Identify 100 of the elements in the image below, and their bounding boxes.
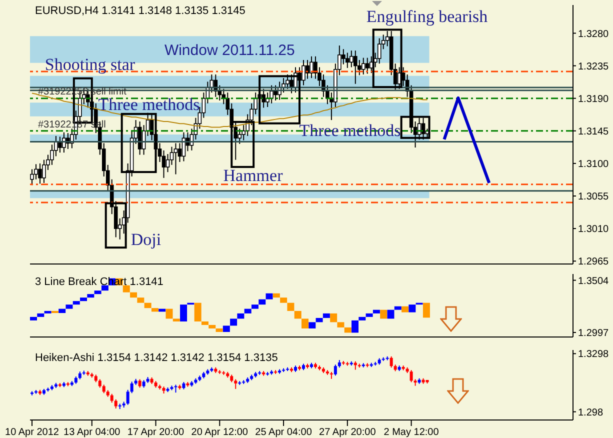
candlestick <box>80 298 88 302</box>
candlestick <box>38 162 42 184</box>
candlestick <box>306 59 310 80</box>
candlestick <box>126 389 130 406</box>
candlestick <box>377 38 382 64</box>
candlestick <box>310 56 314 79</box>
annotation: Hammer <box>223 166 283 186</box>
candlestick <box>172 318 180 322</box>
candlestick <box>34 164 38 180</box>
candlestick <box>344 327 352 333</box>
candlestick <box>334 364 337 376</box>
candlestick <box>174 384 178 394</box>
y-tick-label: 1.3010 <box>578 224 610 236</box>
candlestick <box>208 324 216 328</box>
candlestick <box>380 310 388 319</box>
candlestick <box>361 57 366 75</box>
candlestick <box>266 293 273 300</box>
candlestick <box>372 310 380 314</box>
chart-title: 3 Line Break Chart 1.3141 <box>35 276 164 288</box>
annotation: Three methods <box>98 95 200 115</box>
candlestick <box>337 322 344 328</box>
band-label: Window 2011.11.25 <box>164 42 295 59</box>
candlestick <box>130 292 138 298</box>
y-tick-label: 1.2997 <box>578 328 610 340</box>
y-tick-label: 1.3145 <box>578 126 610 138</box>
candlestick <box>151 308 158 312</box>
candlestick <box>390 356 393 368</box>
candlestick <box>122 285 130 292</box>
candlestick <box>365 57 370 74</box>
candlestick <box>294 310 302 319</box>
candlestick <box>42 159 46 184</box>
candlestick <box>174 142 178 175</box>
y-tick-label: 1.3190 <box>578 94 610 105</box>
x-tick-label: 2 May 12:00 <box>384 427 440 438</box>
candlestick <box>234 378 238 390</box>
candlestick <box>251 304 258 309</box>
candlestick <box>272 293 280 298</box>
candlestick <box>94 290 102 294</box>
candlestick <box>286 74 290 90</box>
annotation: Shooting star <box>44 55 136 75</box>
candlestick <box>352 320 359 333</box>
candlestick <box>201 321 208 325</box>
candlestick <box>302 318 308 328</box>
candlestick <box>66 304 73 309</box>
candlestick <box>394 306 402 310</box>
candlestick <box>58 308 66 314</box>
candlestick <box>387 310 394 319</box>
candlestick <box>144 302 152 308</box>
y-tick-label: 1.2965 <box>578 256 610 268</box>
candlestick <box>354 50 358 84</box>
candlestick <box>308 322 316 328</box>
candlestick <box>366 313 373 317</box>
candlestick <box>230 318 238 326</box>
x-tick-label: 17 Apr 20:00 <box>127 427 185 438</box>
candlestick <box>30 316 37 320</box>
x-tick-label: 13 Apr 04:00 <box>64 427 121 438</box>
candlestick <box>280 298 288 303</box>
candlestick <box>274 84 278 101</box>
candlestick <box>137 298 144 303</box>
candlestick <box>180 304 188 322</box>
candlestick <box>330 313 338 322</box>
y-tick-label: 1.3235 <box>578 61 610 72</box>
candlestick <box>101 285 108 291</box>
candlestick <box>114 398 118 409</box>
annotation: Engulfing bearish <box>366 7 488 27</box>
candlestick <box>238 128 242 144</box>
candlestick <box>51 310 58 314</box>
candlestick <box>216 328 223 332</box>
y-tick-label: 1.3504 <box>578 276 610 287</box>
y-tick-label: 1.3100 <box>578 158 610 170</box>
y-tick-label: 1.298 <box>578 407 604 418</box>
candlestick <box>402 306 409 312</box>
candlestick <box>237 313 244 319</box>
candlestick <box>408 304 416 312</box>
candlestick <box>72 301 80 305</box>
x-tick-label: 25 Apr 04:00 <box>255 427 312 438</box>
x-tick-label: 20 Apr 12:00 <box>191 427 248 438</box>
chart-title: EURUSD,H4 1.3141 1.3148 1.3135 1.3145 <box>35 5 246 17</box>
candlestick <box>222 326 230 332</box>
chart-title: Heiken-Ashi 1.3154 1.3142 1.3142 1.3154 1.3135 <box>35 352 278 364</box>
candlestick <box>166 308 173 319</box>
candlestick <box>262 88 266 108</box>
candlestick <box>410 370 413 383</box>
candlestick <box>58 136 62 154</box>
candlestick <box>316 318 323 322</box>
candlestick <box>302 59 306 86</box>
candlestick <box>44 310 52 314</box>
candlestick <box>130 381 134 394</box>
y-tick-label: 1.3280 <box>578 28 610 40</box>
candlestick <box>194 302 202 322</box>
candlestick <box>258 299 266 305</box>
candlestick <box>350 50 354 68</box>
candlestick <box>87 294 94 298</box>
candlestick <box>358 316 366 320</box>
candlestick <box>422 302 430 318</box>
candlestick <box>346 52 350 68</box>
candlestick <box>37 313 44 317</box>
x-tick-label: 10 Apr 2012 <box>5 427 60 438</box>
candlestick <box>287 302 294 311</box>
candlestick <box>244 308 252 314</box>
